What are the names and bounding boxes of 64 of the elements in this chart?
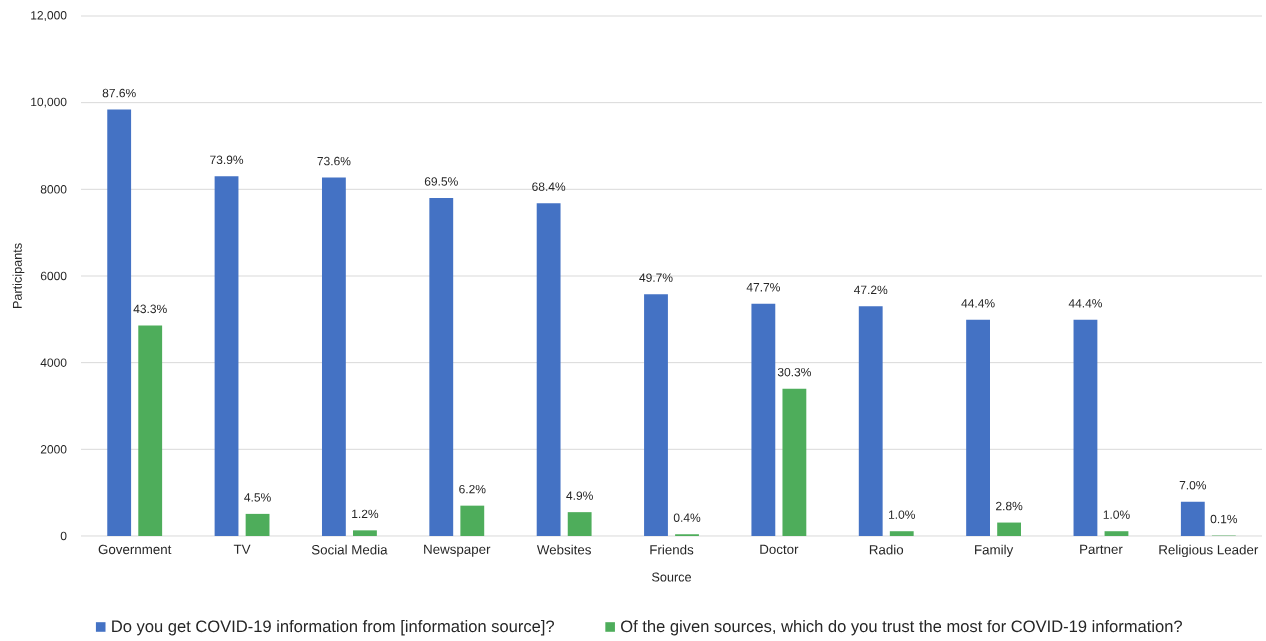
- annotation: 73.6%: [317, 156, 351, 166]
- y-tick-label: 10,000: [31, 97, 67, 108]
- annotation: 30.3%: [777, 367, 811, 377]
- bar: [1180, 501, 1205, 536]
- bar: [1104, 531, 1129, 536]
- x-tick-label: Newspaper: [424, 544, 491, 557]
- x-tick-label: Government: [98, 544, 172, 555]
- bar: [889, 531, 914, 536]
- bar: [858, 306, 883, 536]
- bar: [321, 177, 346, 536]
- x-tick-label: Friends: [650, 544, 694, 555]
- x-tick-label: Partner: [1080, 544, 1123, 554]
- bar: [567, 512, 592, 536]
- x-tick-label: Religious Leader: [1159, 544, 1259, 558]
- bar: [782, 388, 807, 536]
- bar: [245, 513, 270, 536]
- bar: [138, 325, 163, 536]
- bar: [353, 530, 377, 536]
- x-axis-title: Source: [652, 572, 692, 582]
- x-tick-label: Doctor: [760, 544, 799, 554]
- annotation: 44.4%: [1068, 299, 1103, 308]
- bar: [214, 176, 239, 536]
- annotation: 2.8%: [996, 501, 1023, 511]
- annotation: 1.0%: [1103, 510, 1130, 519]
- annotation: 1.2%: [352, 509, 379, 519]
- bar: [1073, 319, 1098, 536]
- annotation: 0.4%: [673, 513, 701, 522]
- y-tick-label: 8000: [40, 185, 67, 194]
- bar: [997, 522, 1022, 536]
- x-tick-label: Social Media: [311, 544, 388, 555]
- bar: [536, 203, 561, 536]
- annotation: 68.4%: [532, 182, 566, 191]
- annotation: 47.2%: [853, 285, 888, 295]
- annotation: 43.3%: [133, 304, 167, 314]
- y-tick-label: 12,000: [31, 11, 67, 21]
- bar: [751, 303, 776, 536]
- bar: [966, 319, 990, 536]
- annotation: 0.1%: [1210, 514, 1238, 524]
- annotation: 47.7%: [746, 283, 780, 292]
- annotation: 4.5%: [244, 493, 271, 502]
- bar: [107, 109, 132, 536]
- annotation: 44.4%: [961, 299, 995, 308]
- x-tick-label: Radio: [869, 544, 904, 555]
- y-tick-label: 4000: [40, 358, 67, 367]
- x-tick-label: TV: [233, 544, 251, 554]
- legend-label: Of the given sources, which do you trust the most for COVID-19 information?: [621, 620, 1182, 636]
- annotation: 4.9%: [566, 491, 593, 500]
- y-tick-label: 0: [60, 531, 67, 541]
- annotation: 1.0%: [888, 510, 915, 519]
- y-tick-label: 6000: [40, 271, 67, 281]
- legend-label: Do you get COVID-19 information from [information source]?: [112, 620, 555, 636]
- annotation: 69.5%: [424, 177, 458, 186]
- y-tick-label: 2000: [40, 445, 67, 454]
- annotation: 73.9%: [210, 155, 244, 165]
- x-tick-label: Websites: [536, 544, 591, 555]
- bar: [429, 197, 454, 536]
- annotation: 7.0%: [1179, 480, 1207, 490]
- annotation: 87.6%: [102, 88, 136, 98]
- annotation: 6.2%: [459, 484, 486, 494]
- x-tick-label: Family: [975, 544, 1014, 558]
- y-axis-title: Participants: [12, 243, 25, 309]
- annotation: 49.7%: [639, 273, 673, 282]
- bar: [460, 505, 485, 536]
- bar: [644, 294, 668, 536]
